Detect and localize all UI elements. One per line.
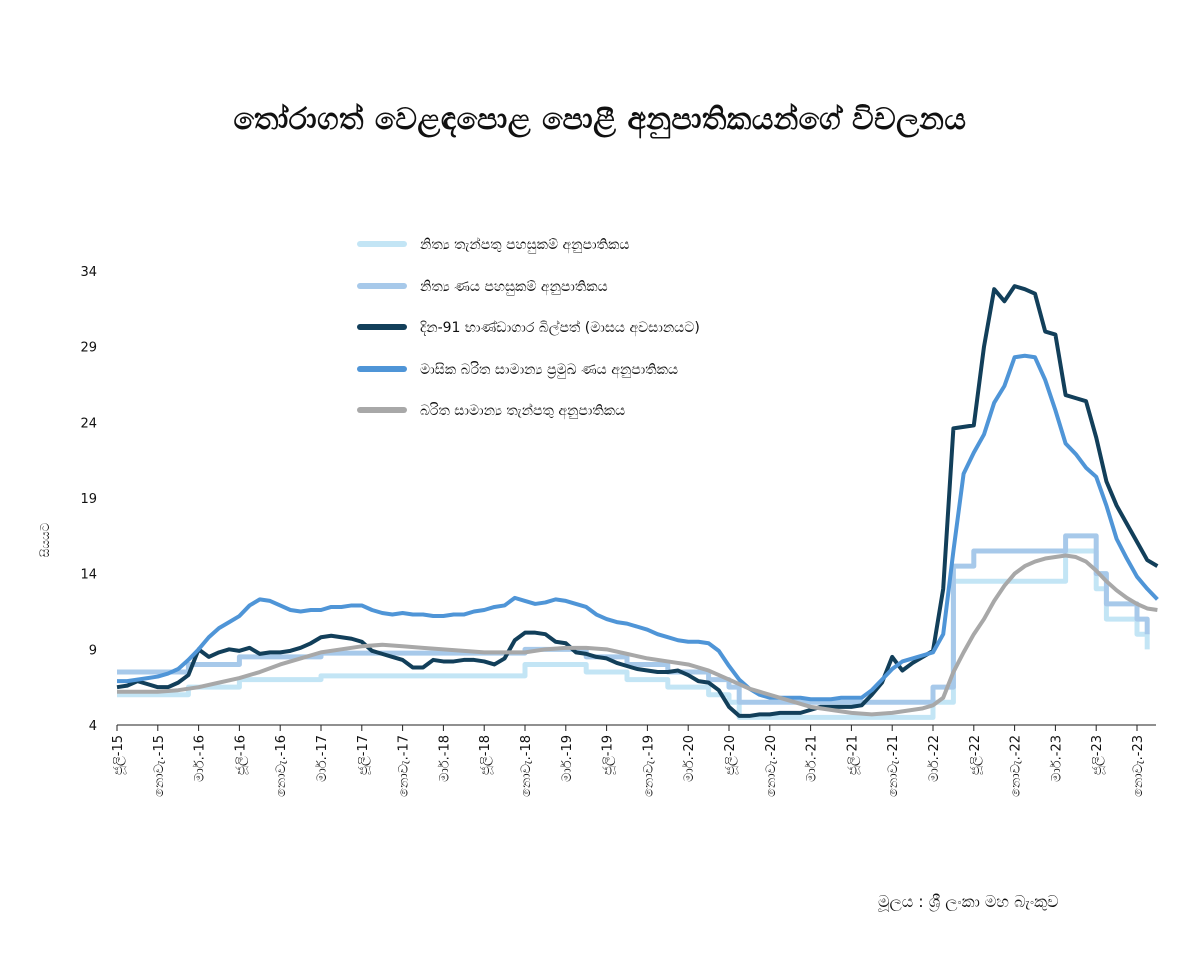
- x-tick-label: ජූලි-16: [233, 735, 248, 775]
- legend-label-1: නිත්‍ය තැන්පතු පහසුකම් අනුපාතිකය: [420, 237, 629, 254]
- x-tick-label: මාර්.-16: [192, 735, 208, 782]
- x-tick-label: මාර්.-17: [314, 735, 330, 782]
- x-tick-label: නොවැ.-23: [1131, 735, 1146, 797]
- x-tick-label: නොවැ.-15: [152, 735, 167, 797]
- x-tick-label: ජූලි-15: [111, 735, 126, 775]
- legend-label-5: බරිත සාමාන්‍ය තැන්පතු අනුපාතිකය: [420, 403, 625, 420]
- x-tick-label: ජූලි-18: [478, 735, 493, 775]
- y-tick-label: 4: [89, 719, 97, 734]
- series-line-1: [117, 548, 1150, 720]
- y-tick-label: 9: [89, 643, 97, 658]
- x-tick-label: නොවැ.-18: [519, 735, 534, 797]
- chart-legend: නිත්‍ය තැන්පතු පහසුකම් අනුපාතිකය නිත්‍ය ණ…: [357, 237, 700, 420]
- page-title: තෝරාගත් වෙළඳපොළ පොළී අනුපාතිකයන්ගේ විචලන…: [233, 102, 967, 137]
- x-tick-label: මාර්.-20: [681, 735, 697, 782]
- series-line-4: [117, 353, 1159, 702]
- source-note: මූලය : ශ්‍රී ලංකා මහ බැංකුව: [878, 892, 1059, 911]
- x-tick-label: ජූලි-22: [968, 735, 983, 775]
- legend-label-2: නිත්‍ය ණය පහසුකම් අනුපාතිකය: [420, 279, 608, 296]
- x-tick-label: ජූලි-21: [845, 735, 860, 775]
- y-tick-label: 19: [80, 492, 97, 507]
- y-axis-title: සියයට: [38, 522, 52, 557]
- x-tick-label: මාර්.-21: [804, 735, 820, 782]
- x-tick-label: මාර්.-23: [1048, 735, 1064, 782]
- legend-label-3: දින-91 භාණ්ඩාගාර බිල්පත් (මාසය අවසානයට): [420, 320, 700, 337]
- chart-axes: 4 9 14 19 24 29 34 ජූලි-15 නොවැ.-15 මාර්.-16 ජූලි-…: [80, 265, 1156, 797]
- x-tick-label: නොවැ.-22: [1009, 735, 1024, 797]
- x-tick-label: මාර්.-18: [436, 735, 452, 782]
- x-tick-label: ජූලි-23: [1090, 735, 1105, 775]
- x-tick-label: ජූලි-17: [356, 735, 371, 775]
- x-tick-label: නොවැ.-19: [641, 735, 656, 797]
- y-tick-label: 24: [80, 416, 97, 431]
- y-tick-label: 34: [80, 265, 97, 280]
- legend-label-4: මාසික බරිත සාමාන්‍ය ප්‍රමුඛ ණය අනුපාතිකය: [420, 362, 678, 379]
- chart-series-layer: [116, 284, 1159, 720]
- x-tick-label: මාර්.-22: [926, 735, 942, 782]
- x-tick-label: මාර්.-19: [559, 735, 575, 782]
- x-tick-label: නොවැ.-20: [764, 735, 779, 797]
- y-tick-label: 14: [80, 568, 97, 583]
- x-tick-label: ජූලි-19: [601, 735, 616, 775]
- x-tick-label: නොවැ.-21: [886, 735, 901, 797]
- x-tick-label: නොවැ.-16: [274, 735, 289, 797]
- series-line-3: [116, 284, 1159, 718]
- series-line-5: [117, 553, 1158, 717]
- y-tick-label: 29: [80, 341, 97, 356]
- x-tick-label: ජූලි-20: [723, 735, 738, 775]
- x-tick-label: නොවැ.-17: [397, 735, 412, 797]
